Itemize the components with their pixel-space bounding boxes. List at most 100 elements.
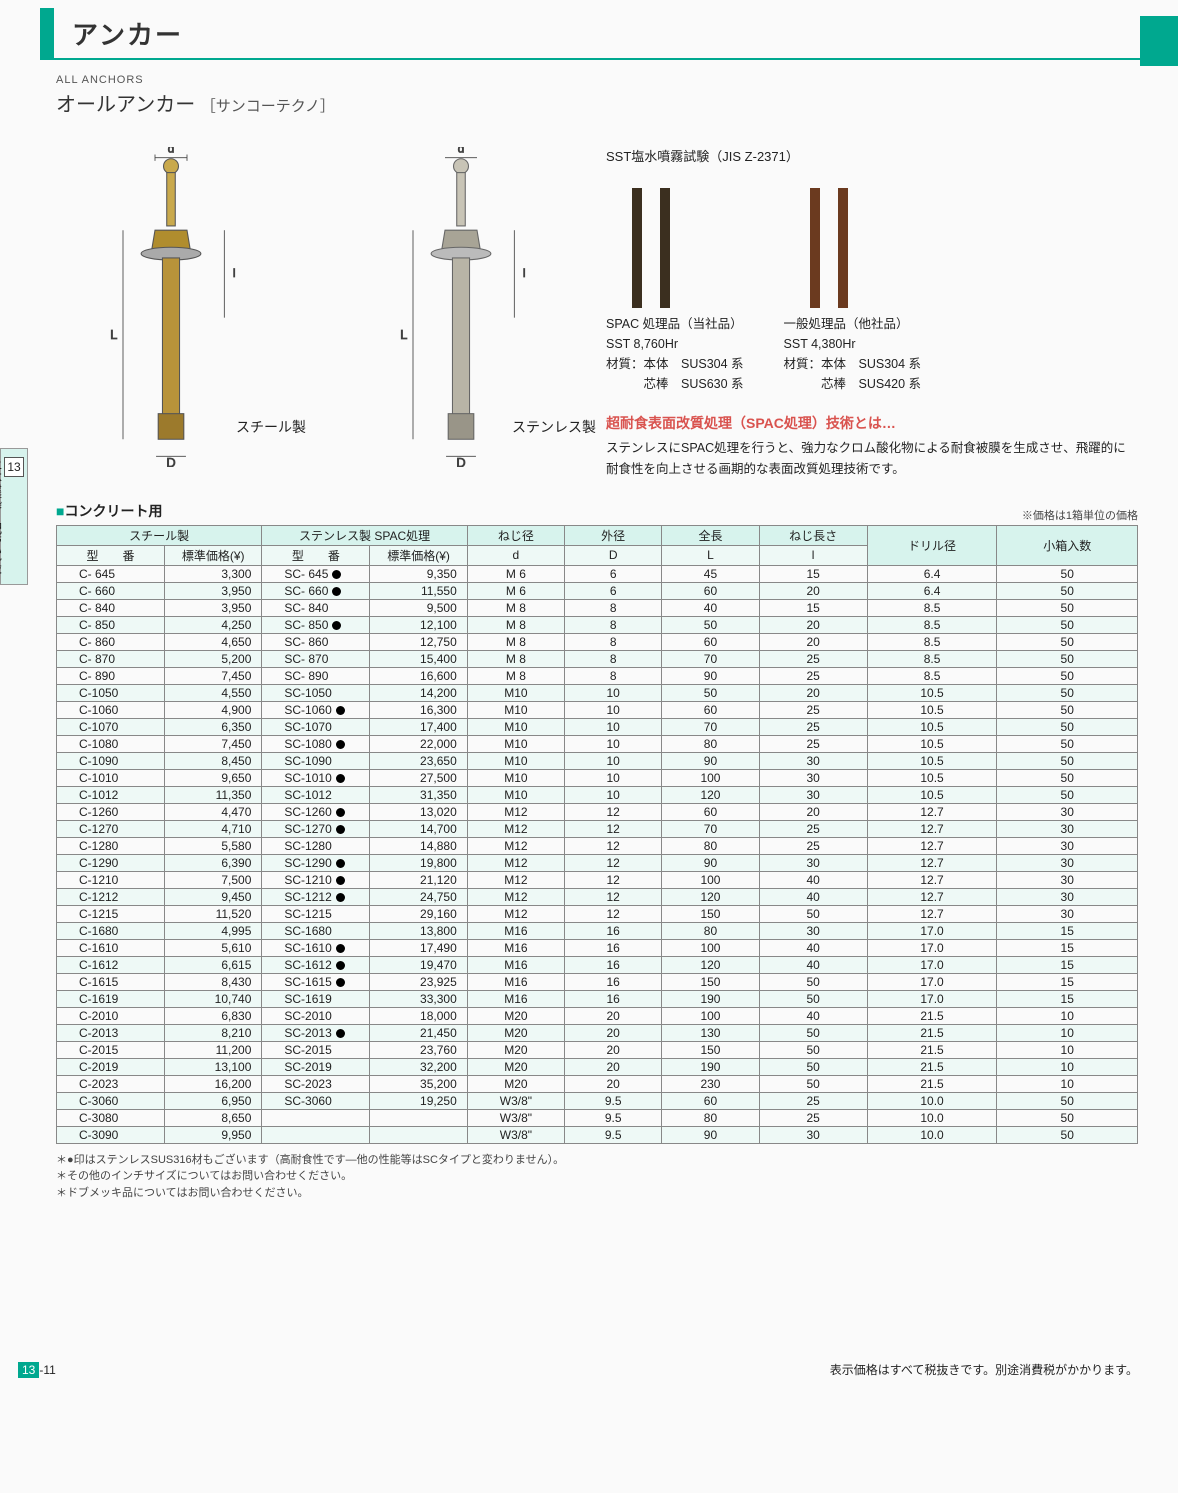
- table-row: C-10908,450SC-109023,650M1010903010.550: [57, 752, 1138, 769]
- table-cell: 21.5: [867, 1058, 997, 1075]
- table-cell: M16: [467, 922, 564, 939]
- sus316-dot-icon: [336, 1029, 345, 1038]
- table-cell: M10: [467, 769, 564, 786]
- table-cell: 6.4: [867, 565, 997, 582]
- table-cell: 50: [997, 752, 1138, 769]
- table-cell: 8.5: [867, 633, 997, 650]
- table-cell: 6: [565, 582, 662, 599]
- table-cell: SC-3060: [262, 1092, 370, 1109]
- table-cell: 40: [662, 599, 759, 616]
- table-cell: 8: [565, 633, 662, 650]
- table-cell: 21,450: [370, 1024, 467, 1041]
- subtitle-jp-text: オールアンカー: [56, 94, 195, 116]
- table-cell: C-1212: [57, 888, 165, 905]
- table-cell: C-1270: [57, 820, 165, 837]
- sus316-dot-icon: [332, 621, 341, 630]
- table-cell: 50: [662, 616, 759, 633]
- table-cell: 12,750: [370, 633, 467, 650]
- table-cell: 20: [759, 582, 867, 599]
- table-row: C-12129,450SC-121224,750M12121204012.730: [57, 888, 1138, 905]
- table-cell: C- 890: [57, 667, 165, 684]
- sus316-dot-icon: [336, 978, 345, 987]
- sus316-dot-icon: [332, 570, 341, 579]
- svg-text:l: l: [233, 267, 236, 280]
- table-cell: M 6: [467, 582, 564, 599]
- spac-material-1: 材質：本体 SUS304 系: [606, 354, 744, 374]
- table-cell: 11,350: [165, 786, 262, 803]
- table-cell: SC-1012: [262, 786, 370, 803]
- table-cell: SC-1615: [262, 973, 370, 990]
- table-cell: M 8: [467, 667, 564, 684]
- table-cell: 12.7: [867, 905, 997, 922]
- table-cell: 30: [997, 905, 1138, 922]
- general-product-hours: SST 4,380Hr: [784, 334, 922, 354]
- table-cell: 19,470: [370, 956, 467, 973]
- table-cell: 6,950: [165, 1092, 262, 1109]
- table-row: C- 8504,250SC- 85012,100M 8850208.550: [57, 616, 1138, 633]
- table-cell: 50: [759, 905, 867, 922]
- table-cell: 10: [997, 1058, 1138, 1075]
- svg-text:D: D: [166, 455, 175, 467]
- table-cell: 23,760: [370, 1041, 467, 1058]
- table-cell: 18,000: [370, 1007, 467, 1024]
- table-cell: 50: [997, 599, 1138, 616]
- table-cell: SC-1060: [262, 701, 370, 718]
- table-cell: 16,200: [165, 1075, 262, 1092]
- table-cell: SC-1290: [262, 854, 370, 871]
- table-cell: 40: [759, 888, 867, 905]
- col-drill: ドリル径: [867, 525, 997, 565]
- anchor-diagrams: d l L D スチール製: [56, 147, 576, 481]
- table-row: C-12906,390SC-129019,800M1212903012.730: [57, 854, 1138, 871]
- table-cell: 16: [565, 956, 662, 973]
- table-cell: C- 870: [57, 650, 165, 667]
- table-cell: 12: [565, 803, 662, 820]
- table-cell: 50: [997, 701, 1138, 718]
- table-cell: 50: [997, 769, 1138, 786]
- manufacturer: ［サンコーテクノ］: [201, 98, 335, 115]
- table-cell: C-3090: [57, 1126, 165, 1143]
- table-cell: 10.5: [867, 735, 997, 752]
- table-row: C- 6453,300SC- 6459,350M 6645156.450: [57, 565, 1138, 582]
- col-ss-price: 標準価格(¥): [370, 545, 467, 565]
- table-cell: 9,450: [165, 888, 262, 905]
- table-cell: 10.5: [867, 786, 997, 803]
- table-cell: 9.5: [565, 1092, 662, 1109]
- table-cell: 150: [662, 905, 759, 922]
- table-cell: 10,740: [165, 990, 262, 1007]
- table-row: C-10504,550SC-105014,200M1010502010.550: [57, 684, 1138, 701]
- table-cell: W3/8": [467, 1092, 564, 1109]
- general-product-col: 一般処理品（他社品） SST 4,380Hr 材質：本体 SUS304 系 芯棒…: [784, 178, 922, 394]
- side-tab: 13 土木建築・配管電設: [0, 448, 28, 585]
- table-cell: 5,580: [165, 837, 262, 854]
- table-cell: 9.5: [565, 1126, 662, 1143]
- diagram-steel-label: スチール製: [236, 417, 306, 437]
- svg-text:L: L: [110, 327, 117, 342]
- table-cell: C-2015: [57, 1041, 165, 1058]
- table-row: C- 8705,200SC- 87015,400M 8870258.550: [57, 650, 1138, 667]
- table-cell: 150: [662, 973, 759, 990]
- table-row: C-10604,900SC-106016,300M1010602510.550: [57, 701, 1138, 718]
- table-row: C-20138,210SC-201321,450M20201305021.510: [57, 1024, 1138, 1041]
- table-row: C- 6603,950SC- 66011,550M 6660206.450: [57, 582, 1138, 599]
- table-cell: 23,925: [370, 973, 467, 990]
- table-cell: 16,600: [370, 667, 467, 684]
- footnote-3: ＊ドブメッキ品についてはお問い合わせください。: [56, 1185, 1138, 1202]
- table-cell: 25: [759, 667, 867, 684]
- table-row: C-12805,580SC-128014,880M1212802512.730: [57, 837, 1138, 854]
- col-outer-d-top: 外径: [565, 525, 662, 545]
- table-cell: C- 860: [57, 633, 165, 650]
- table-cell: C-1070: [57, 718, 165, 735]
- sus316-dot-icon: [336, 859, 345, 868]
- table-cell: C-1280: [57, 837, 165, 854]
- table-cell: 50: [997, 650, 1138, 667]
- table-cell: 11,200: [165, 1041, 262, 1058]
- table-cell: 25: [759, 701, 867, 718]
- table-cell: 8: [565, 599, 662, 616]
- table-cell: 25: [759, 735, 867, 752]
- table-cell: 10.0: [867, 1092, 997, 1109]
- table-cell: SC-1260: [262, 803, 370, 820]
- table-cell: 25: [759, 1109, 867, 1126]
- sus316-dot-icon: [336, 825, 345, 834]
- col-thread-d-sub: d: [467, 545, 564, 565]
- table-cell: 4,900: [165, 701, 262, 718]
